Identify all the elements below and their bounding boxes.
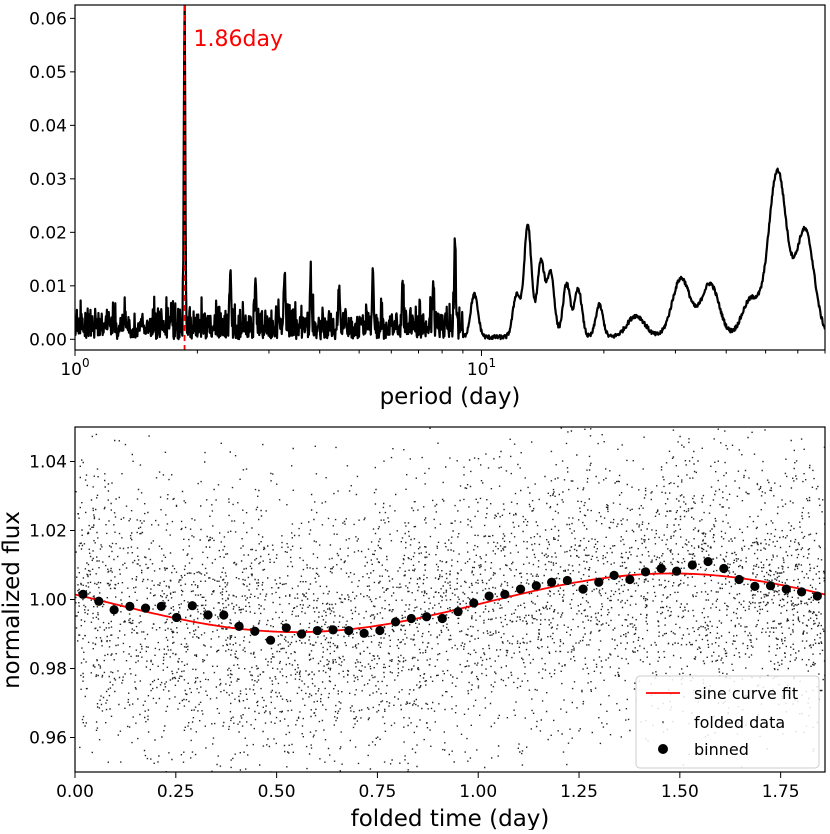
folded-lightcurve-panel: 0.00 0.25 0.50 0.75 1.00 1.25 1.50 1.75 0.960.9… — [0, 426, 826, 832]
y-tick-label: 0.04 — [29, 116, 67, 136]
binned-point — [422, 612, 432, 622]
binned-point — [406, 613, 416, 624]
binned-point — [453, 606, 463, 617]
binned-point — [375, 625, 385, 636]
binned-point — [219, 610, 229, 620]
lightcurve-y-axis-label: normalized flux — [0, 511, 25, 689]
binned-point — [359, 628, 369, 638]
binned-point — [250, 626, 260, 636]
binned-point — [109, 605, 119, 615]
binned-point — [812, 591, 822, 601]
binned-point — [656, 563, 666, 574]
normalized-flux-y-axis: 0.96 0.98 1.00 1.02 1.04 — [29, 453, 75, 749]
binned-point — [94, 596, 104, 606]
folded-time-x-axis: 0.00 0.25 0.50 0.75 1.00 1.25 1.50 1.75 — [56, 772, 800, 802]
binned-point — [172, 612, 182, 623]
binned-point — [140, 603, 151, 613]
x-tick-label: 0.00 — [56, 782, 94, 802]
y-tick-label: 1.00 — [29, 591, 67, 611]
legend-folded-data-label: folded data — [694, 713, 785, 732]
binned-point — [734, 574, 744, 585]
binned-point — [484, 591, 494, 601]
x-tick-label-10^0: 100 — [60, 356, 89, 380]
binned-point — [797, 587, 807, 597]
binned-point — [437, 613, 447, 624]
legend: sine curve fit folded data binned — [635, 675, 820, 769]
x-tick-label: 1.25 — [560, 782, 598, 802]
legend-folded-data-swatch — [662, 721, 664, 723]
folded-data-points — [75, 427, 825, 772]
binned-point — [625, 574, 635, 585]
periodogram-x-axis-label: period (day) — [380, 384, 521, 410]
binned-point — [500, 589, 510, 599]
x-tick-label: 1.00 — [459, 782, 497, 802]
legend-binned-label: binned — [694, 740, 749, 759]
y-tick-label: 0.03 — [29, 170, 67, 190]
y-tick-label: 0.05 — [29, 63, 67, 83]
x-tick-label-10^1: 101 — [467, 356, 496, 380]
binned-point — [594, 577, 604, 587]
binned-point — [531, 581, 541, 591]
x-tick-label: 0.25 — [157, 782, 195, 802]
binned-point — [312, 625, 322, 636]
y-tick-label: 1.02 — [29, 522, 67, 542]
binned-point — [203, 610, 213, 620]
binned-point — [578, 584, 588, 594]
binned-point — [265, 635, 276, 645]
legend-binned-swatch — [658, 744, 668, 754]
binned-point — [750, 581, 760, 591]
periodogram-series-line — [75, 5, 825, 341]
binned-point — [234, 621, 244, 632]
lightcurve-frame — [74, 426, 826, 773]
binned-point — [687, 560, 697, 570]
periodogram-panel: 0.00 0.01 0.02 0.03 0.04 0.05 0.06 100 101 1.8… — [29, 4, 826, 410]
binned-point — [328, 625, 338, 635]
binned-point — [515, 584, 526, 594]
x-tick-label: 0.75 — [358, 782, 396, 802]
y-tick-label: 0.00 — [29, 330, 67, 350]
y-tick-label: 0.06 — [29, 9, 67, 29]
binned-point — [390, 617, 401, 627]
legend-box — [635, 675, 820, 769]
binned-point — [344, 625, 354, 636]
periodogram-x-axis: 100 101 — [60, 350, 826, 380]
binned-point — [281, 623, 291, 633]
legend-sine-fit-label: sine curve fit — [694, 684, 798, 703]
binned-point — [78, 589, 88, 599]
y-tick-label: 0.01 — [29, 277, 67, 297]
x-tick-label: 1.75 — [762, 782, 800, 802]
binned-point — [719, 563, 729, 574]
y-tick-label: 1.04 — [29, 453, 67, 473]
x-tick-label: 1.50 — [661, 782, 699, 802]
periodogram-frame — [74, 4, 826, 351]
binned-point — [125, 601, 135, 612]
binned-point — [297, 629, 307, 639]
binned-point — [703, 556, 713, 567]
binned-point — [781, 584, 791, 594]
x-tick-label: 0.50 — [258, 782, 296, 802]
peak-period-label: 1.86day — [194, 27, 283, 52]
y-tick-label: 0.02 — [29, 223, 67, 243]
binned-point — [562, 575, 572, 586]
periodogram-y-axis: 0.00 0.01 0.02 0.03 0.04 0.05 0.06 — [29, 9, 75, 350]
binned-point — [469, 598, 479, 608]
binned-point — [187, 601, 197, 611]
binned-points — [78, 556, 822, 645]
y-tick-label: 0.98 — [29, 660, 67, 680]
binned-point — [640, 567, 651, 577]
binned-point — [156, 601, 166, 612]
lightcurve-x-axis-label: folded time (day) — [351, 806, 550, 830]
binned-point — [765, 581, 776, 591]
binned-point — [609, 570, 619, 580]
folded-data-dots — [75, 427, 825, 772]
binned-point — [547, 577, 557, 587]
binned-point — [672, 566, 682, 576]
y-tick-label: 0.96 — [29, 729, 67, 749]
sine-curve-fit-line — [75, 572, 825, 634]
